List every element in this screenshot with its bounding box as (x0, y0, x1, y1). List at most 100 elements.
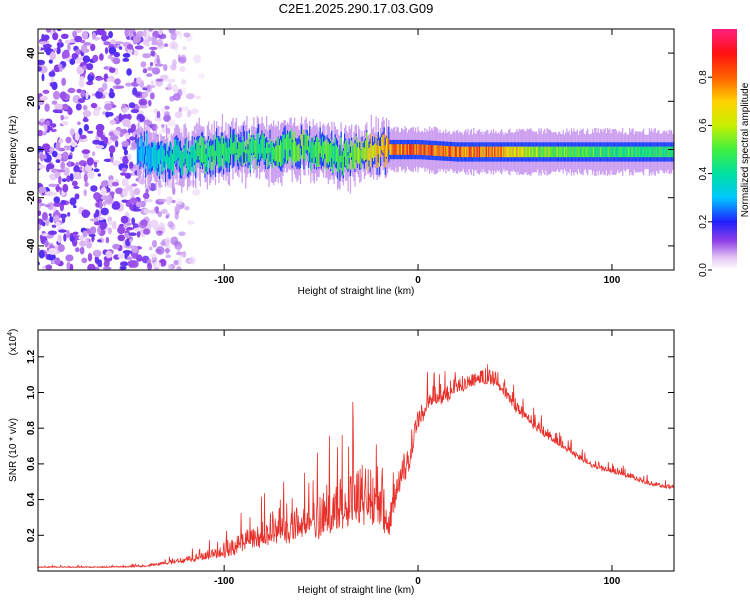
signal-cell (631, 146, 633, 158)
noise-speckle (108, 46, 117, 55)
snr-x-tick-label: 100 (604, 576, 621, 587)
signal-cell (247, 149, 249, 163)
signal-cell (497, 146, 499, 158)
signal-cell (243, 141, 246, 153)
signal-cell (351, 140, 353, 157)
noise-speckle (48, 126, 53, 131)
signal-cell (617, 146, 619, 158)
signal-cell (505, 146, 507, 158)
noise-speckle (122, 118, 131, 127)
signal-cell (581, 146, 583, 158)
noise-speckle (177, 245, 181, 253)
signal-cell (317, 137, 319, 167)
signal-cell (361, 141, 363, 159)
signal-cell (196, 139, 198, 160)
noise-speckle (60, 33, 69, 39)
spectrogram-x-tick-label: -100 (214, 275, 234, 286)
signal-cell (492, 146, 495, 158)
signal-cell (179, 150, 182, 169)
noise-speckle (129, 161, 134, 169)
noise-speckle (132, 87, 138, 96)
noise-speckle (126, 43, 134, 50)
noise-speckle (149, 253, 158, 258)
signal-cell (425, 144, 427, 156)
noise-speckle (61, 121, 69, 126)
signal-cell (390, 144, 392, 155)
signal-cell (602, 146, 604, 158)
noise-speckle (172, 59, 177, 67)
signal-cell (575, 146, 577, 158)
noise-speckle (119, 46, 123, 50)
signal-cell (375, 135, 377, 156)
signal-cell (269, 138, 271, 153)
signal-cell (352, 146, 354, 169)
noise-speckle (125, 132, 129, 137)
noise-speckle (97, 261, 103, 268)
signal-cell (374, 143, 376, 158)
noise-speckle (79, 246, 85, 255)
noise-speckle (79, 166, 83, 170)
signal-cell (192, 145, 194, 174)
signal-cell (152, 146, 154, 167)
signal-cell (401, 144, 403, 155)
signal-cell (633, 146, 635, 158)
noise-speckle (149, 92, 155, 100)
signal-cell (623, 146, 625, 158)
signal-cell (603, 146, 605, 158)
noise-speckle (185, 93, 195, 100)
noise-speckle (163, 114, 172, 122)
signal-cell (281, 142, 283, 166)
noise-speckle (79, 76, 85, 80)
signal-cell (182, 152, 184, 175)
signal-cell (660, 146, 662, 158)
noise-speckle (86, 241, 93, 249)
noise-speckle (60, 114, 64, 121)
signal-cell (477, 146, 480, 158)
noise-speckle (45, 218, 50, 227)
noise-speckle (190, 108, 199, 115)
signal-cell (347, 155, 349, 169)
noise-speckle (157, 211, 163, 218)
noise-speckle (69, 197, 77, 206)
noise-speckle (174, 198, 183, 205)
signal-cell (278, 145, 281, 163)
signal-cell (309, 135, 311, 153)
noise-speckle (67, 107, 73, 115)
noise-speckle (88, 234, 96, 237)
signal-cell (177, 140, 179, 158)
signal-cell (616, 146, 618, 158)
signal-cell (502, 146, 504, 158)
noise-speckle (79, 134, 87, 140)
noise-speckle (42, 34, 50, 41)
signal-cell (259, 144, 261, 160)
noise-speckle (127, 48, 133, 54)
signal-cell (214, 150, 217, 166)
noise-speckle (127, 153, 132, 161)
signal-cell (562, 146, 564, 158)
signal-cell (271, 140, 274, 169)
signal-cell (648, 146, 651, 158)
noise-speckle (112, 57, 121, 65)
noise-speckle (42, 89, 50, 94)
noise-speckle (56, 29, 62, 32)
signal-cell (501, 146, 503, 158)
signal-cell (458, 146, 460, 158)
noise-speckle (178, 107, 182, 113)
noise-speckle (122, 57, 130, 62)
noise-speckle (73, 205, 77, 209)
spectrogram-x-tick-label: 100 (604, 275, 621, 286)
signal-cell (159, 148, 161, 176)
noise-speckle (158, 29, 163, 36)
noise-speckle (129, 260, 139, 268)
noise-speckle (81, 209, 90, 218)
noise-speckle (49, 51, 56, 61)
signal-cell (233, 141, 235, 154)
noise-speckle (177, 89, 183, 97)
signal-cell (646, 146, 648, 158)
signal-cell (459, 146, 461, 158)
signal-cell (651, 146, 653, 158)
signal-cell (381, 137, 383, 151)
signal-cell (204, 144, 206, 174)
noise-speckle (93, 168, 100, 173)
signal-cell (476, 146, 478, 158)
